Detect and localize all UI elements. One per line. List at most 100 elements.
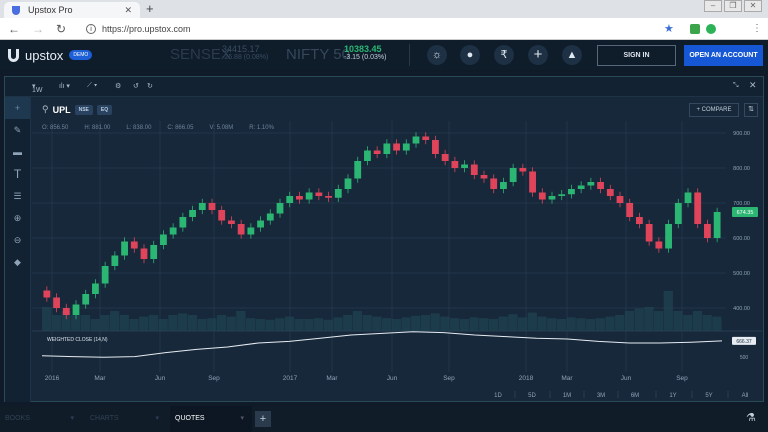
chart-area[interactable]: 2016 Mar Jun Sep 2017 Mar Jun Sep 2018 Mar Jun Sep 9… <box>32 97 762 402</box>
eraser-icon[interactable]: ◆ <box>14 257 21 267</box>
bottom-tabs: BOOKS ▾ CHARTS ▾ QUOTES ▾ + ⚗ <box>0 406 768 432</box>
brush-icon[interactable]: ✎ <box>13 125 22 135</box>
rupee-icon[interactable]: ₹ <box>494 45 514 65</box>
redo-icon[interactable]: ↻ <box>147 83 153 90</box>
url-input[interactable]: i https://pro.upstox.com <box>86 20 696 37</box>
candle-body <box>451 161 459 168</box>
minimize-icon[interactable]: – <box>704 0 722 12</box>
undo-icon[interactable]: ↺ <box>133 83 139 90</box>
range-button-all[interactable]: All <box>742 393 749 399</box>
x-tick-label: Mar <box>326 375 338 382</box>
restore-icon[interactable]: ❐ <box>724 0 742 12</box>
ticker-name: NIFTY 50 <box>286 46 350 63</box>
volume-bar <box>459 319 469 331</box>
close-tab-icon[interactable]: ✕ <box>124 4 132 15</box>
last-price-badge <box>732 206 758 217</box>
tab-charts[interactable]: CHARTS ▾ <box>90 415 159 422</box>
extension-icon[interactable] <box>690 23 700 34</box>
flask-icon[interactable]: ⚗ <box>746 412 756 424</box>
demo-badge: DEMO <box>69 50 93 60</box>
fibonacci-icon[interactable]: ☰ <box>13 191 22 201</box>
add-tab-button[interactable]: + <box>255 411 271 427</box>
candle-body <box>606 189 614 196</box>
bell-icon[interactable]: ▲ <box>562 45 582 65</box>
return-value: R: 1.10% <box>249 125 274 131</box>
price-chart[interactable]: 2016 Mar Jun Sep 2017 Mar Jun Sep 2018 Mar Jun Sep 9… <box>32 97 762 402</box>
close-window-icon[interactable]: ✕ <box>744 0 762 12</box>
browser-menu-icon[interactable]: ⋮ <box>752 23 762 34</box>
range-button-1m[interactable]: 1M <box>563 393 571 399</box>
volume-bar <box>333 317 343 331</box>
back-icon[interactable]: ← <box>8 21 20 36</box>
sort-icon[interactable]: ⇅ <box>744 103 758 117</box>
ohlc-legend: O: 856.50 H: 881.00 L: 838.00 C: 866.05 V: 5… <box>42 125 274 131</box>
volume-bar <box>304 319 314 331</box>
candle-body <box>257 220 264 228</box>
open-account-button[interactable]: OPEN AN ACCOUNT <box>684 45 763 66</box>
settings-icon[interactable]: ⚙ <box>115 83 122 90</box>
user-icon[interactable]: ● <box>460 45 480 65</box>
candle-body <box>665 224 672 249</box>
symbol-info[interactable]: ⚲ UPL NSE EQ <box>42 104 113 115</box>
info-icon[interactable]: i <box>86 23 96 34</box>
upstox-logo-icon <box>8 48 19 62</box>
tab-quotes[interactable]: QUOTES ▾ <box>170 406 252 432</box>
volume-bar <box>61 311 71 331</box>
reload-icon[interactable]: ↻ <box>56 21 67 36</box>
tab-title: Upstox Pro <box>28 5 73 15</box>
range-button-6m[interactable]: 6M <box>631 393 639 399</box>
candle-body <box>53 297 60 308</box>
sun-icon[interactable]: ☼ <box>427 45 447 65</box>
volume-bar <box>692 311 703 331</box>
forward-icon[interactable]: → <box>32 21 44 36</box>
candle-body <box>402 143 410 151</box>
volume-bar <box>314 318 324 331</box>
plus-icon[interactable]: + <box>528 45 548 65</box>
candle-body <box>160 234 167 245</box>
rectangle-icon[interactable]: ▬ <box>13 147 22 157</box>
y-tick-label: 600.00 <box>733 236 750 242</box>
bookmark-star-icon[interactable]: ★ <box>664 23 674 35</box>
volume-bar <box>265 319 275 331</box>
volume-bar <box>158 319 168 331</box>
collapse-icon[interactable]: ⤡ <box>733 82 739 89</box>
volume-bar <box>537 316 547 331</box>
range-button-5d[interactable]: 5D <box>528 393 536 399</box>
candle-body <box>62 308 70 315</box>
crosshair-icon[interactable]: + <box>5 97 30 119</box>
x-tick-label: Jun <box>155 375 166 382</box>
browser-tab[interactable]: Upstox Pro ✕ <box>4 2 140 18</box>
tab-books[interactable]: BOOKS ▾ <box>5 415 74 422</box>
zoom-out-icon[interactable]: ⊖ <box>13 235 22 245</box>
indicators-dropdown[interactable]: ⟋ ▾ <box>87 82 98 89</box>
close-chart-icon[interactable]: ✕ <box>749 80 757 90</box>
search-icon[interactable]: ⚲ <box>42 104 49 114</box>
sign-in-button[interactable]: SIGN IN <box>597 45 676 66</box>
grammarly-icon[interactable] <box>706 23 716 34</box>
interval-value: 1W <box>32 87 43 94</box>
text-icon[interactable]: T <box>13 167 22 181</box>
candle-body <box>587 182 595 186</box>
volume-value: V: 5.08M <box>209 125 234 131</box>
y-tick-label: 400.00 <box>733 306 750 312</box>
candle-body <box>558 194 566 196</box>
volume-bar <box>80 315 91 331</box>
volume-bar <box>284 316 295 331</box>
candle-body <box>72 304 80 315</box>
candle-body <box>704 224 711 238</box>
range-button-3m[interactable]: 3M <box>597 393 605 399</box>
x-tick-label: 2016 <box>45 375 60 382</box>
range-button-1d[interactable]: 1D <box>494 393 502 399</box>
volume-bar <box>508 314 518 331</box>
new-tab-button[interactable]: + <box>146 1 154 16</box>
compare-button[interactable]: + COMPARE <box>689 103 739 117</box>
tab-label: BOOKS <box>5 415 30 422</box>
range-button-1y[interactable]: 1Y <box>669 393 676 399</box>
x-tick-label: Jun <box>387 375 398 382</box>
chart-type-dropdown[interactable]: ılı ▾ <box>59 83 70 90</box>
volume-bar <box>488 319 499 331</box>
logo[interactable]: upstox DEMO <box>8 48 93 63</box>
zoom-in-icon[interactable]: ⊕ <box>13 213 22 223</box>
range-button-5y[interactable]: 5Y <box>705 393 712 399</box>
interval-dropdown[interactable]: 1W ▾ <box>32 83 43 94</box>
